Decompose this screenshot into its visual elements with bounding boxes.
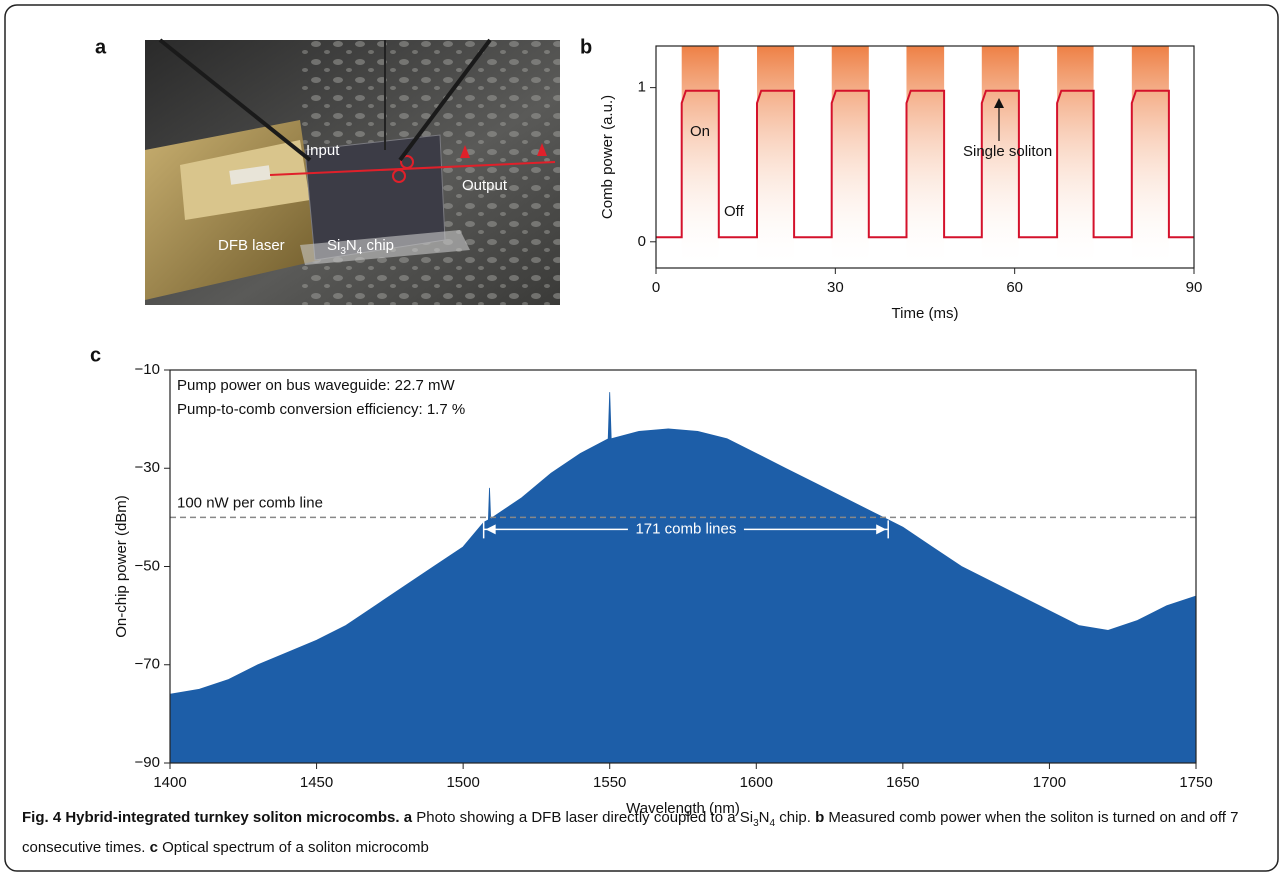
plot-frame	[169, 369, 1197, 764]
photo-label: Output	[462, 177, 508, 194]
label-run: N	[346, 237, 357, 254]
y-tick-label: −10	[135, 361, 160, 378]
y-tick-label: −50	[135, 557, 160, 574]
y-tick-label: 1	[638, 79, 646, 96]
on-shading	[1057, 46, 1094, 268]
label-run: 3	[340, 246, 346, 257]
note: Pump-to-comb conversion efficiency: 1.7 …	[177, 401, 465, 418]
photo-label: DFB laser	[218, 237, 285, 254]
panel-label: c	[90, 344, 101, 366]
caption-run: Fig. 4 Hybrid-integrated turnkey soliton…	[22, 809, 400, 826]
x-tick-label: 90	[1186, 279, 1203, 296]
on-shading	[906, 46, 945, 268]
caption-run: b	[815, 809, 825, 826]
x-tick-label: 0	[652, 279, 660, 296]
plot-area	[656, 46, 1194, 268]
arrow-head	[485, 524, 496, 535]
photo-label: Input	[306, 142, 340, 159]
y-axis-label: Comb power (a.u.)	[599, 95, 616, 219]
photo-label: Si3N4 chip	[327, 237, 394, 257]
y-tick-label: −70	[135, 656, 160, 673]
on-shading	[981, 46, 1019, 268]
x-tick-label: 1600	[740, 774, 773, 791]
note: Pump power on bus waveguide: 22.7 mW	[177, 377, 455, 394]
x-axis-label: Wavelength (nm)	[626, 800, 740, 817]
x-tick-label: 30	[827, 279, 844, 296]
label-run: Si	[327, 237, 340, 254]
panel-label: a	[95, 36, 107, 58]
x-tick-label: 1750	[1179, 774, 1212, 791]
caption-run: 4	[769, 818, 776, 829]
threshold-label: 100 nW per comb line	[177, 494, 323, 511]
caption-run: Measured comb power when the soliton is …	[22, 809, 1239, 856]
on-shading	[831, 46, 869, 268]
on-shading	[1131, 46, 1169, 268]
panel-label: b	[580, 36, 592, 58]
label-run: 4	[357, 246, 363, 257]
caption-run: chip.	[775, 809, 816, 826]
label-run: chip	[362, 237, 394, 254]
annotation: Off	[724, 203, 745, 220]
on-shading	[681, 46, 719, 268]
caption-run: Optical spectrum of a soliton microcomb	[157, 839, 429, 856]
caption: Fig. 4 Hybrid-integrated turnkey soliton…	[22, 806, 1262, 860]
caption-run: N	[758, 809, 770, 826]
x-tick-label: 1450	[300, 774, 333, 791]
annotation: On	[690, 123, 710, 140]
caption-run: 3	[753, 818, 759, 829]
x-tick-label: 1500	[446, 774, 479, 791]
on-shading	[757, 46, 795, 268]
arrow-head	[876, 524, 887, 535]
spectrum	[169, 392, 1197, 764]
x-axis-label: Time (ms)	[892, 305, 959, 322]
x-tick-label: 1650	[886, 774, 919, 791]
plot-frame	[655, 45, 1195, 269]
annotation: Single soliton	[963, 143, 1052, 160]
caption-run: Photo showing a DFB laser directly coupl…	[412, 809, 754, 826]
caption-run: c	[149, 839, 158, 856]
y-axis-label: On-chip power (dBm)	[113, 495, 130, 638]
signal-line	[656, 89, 1194, 239]
figure-border	[4, 4, 1279, 872]
y-tick-label: 0	[638, 233, 646, 250]
arrow-head	[994, 98, 1004, 108]
y-tick-label: −90	[135, 754, 160, 771]
caption-run: a	[403, 809, 413, 826]
span-label-bg	[627, 519, 744, 540]
y-tick-label: −30	[135, 459, 160, 476]
x-tick-label: 1700	[1033, 774, 1066, 791]
photo: Input Output DFB laser Si3N4 chip	[145, 38, 560, 305]
x-tick-label: 1400	[153, 774, 186, 791]
x-tick-label: 1550	[593, 774, 626, 791]
span-label: 171 comb lines	[635, 520, 736, 537]
x-tick-label: 60	[1006, 279, 1023, 296]
